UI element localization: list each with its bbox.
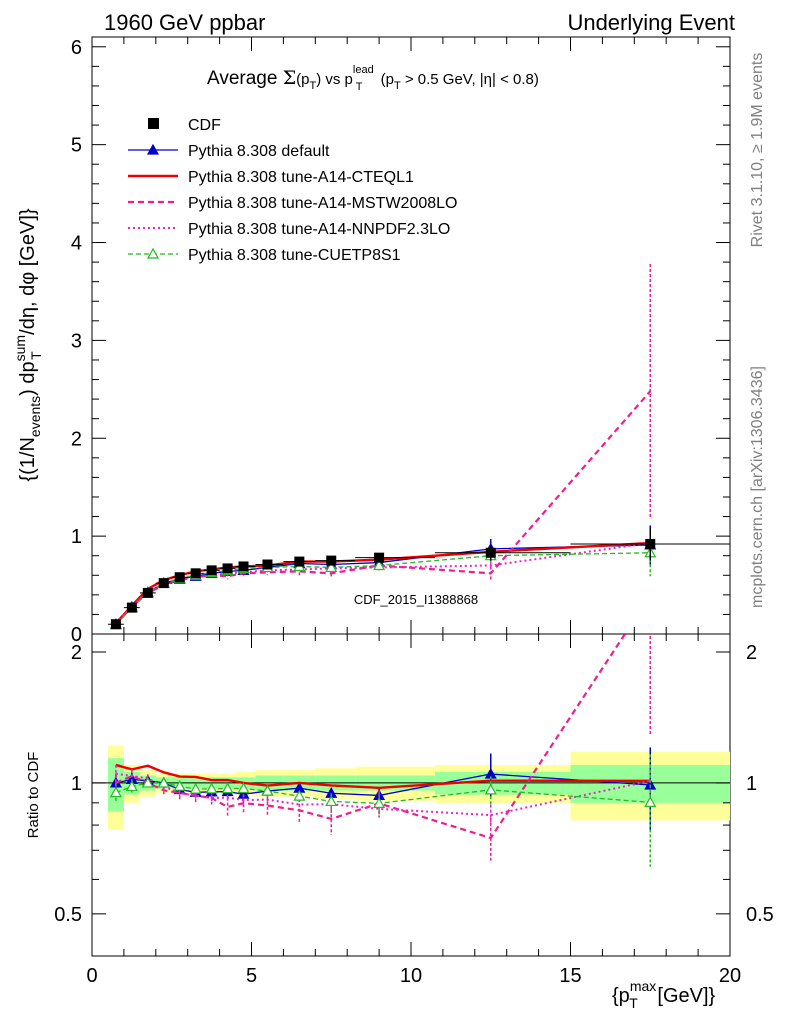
- series-4-ratio-point: [644, 796, 657, 807]
- ratio-tick-label: 1: [71, 773, 82, 795]
- series-4-point: [325, 561, 338, 573]
- rivet-version-label: Rivet 3.1.10, ≥ 1.9M events: [749, 53, 766, 248]
- cdf-point: [222, 563, 233, 574]
- legend-marker: [148, 118, 159, 129]
- cdf-point: [190, 568, 201, 579]
- series-2-line: [115, 390, 652, 625]
- y-tick-label: 1: [71, 526, 82, 548]
- series-4-ratio-point: [261, 784, 274, 796]
- cdf-point: [206, 565, 217, 576]
- ratio-tick-label: 2: [71, 642, 82, 664]
- y-tick-label: 0: [71, 624, 82, 646]
- ratio-tick-label-right: 1: [746, 773, 757, 795]
- legend-item: Pythia 8.308 tune-A14-MSTW2008LO: [128, 195, 457, 212]
- y-tick-label: 6: [71, 37, 82, 59]
- cdf-point: [158, 578, 169, 589]
- cdf-point: [645, 538, 656, 549]
- axis-ticks: 0 5 10 15 20 0 1 2 3 4 5 6 0.5 0.5 1 1 2 2: [54, 37, 774, 987]
- cdf-point: [126, 602, 137, 613]
- legend-item: Pythia 8.308 tune-A14-NNPDF2.3LO: [128, 221, 450, 238]
- y-axis-label: {(1/Nevents) dpsumT /dη, dφ [GeV]}: [12, 208, 44, 481]
- y-tick-label: 4: [71, 233, 82, 255]
- legend-item: Pythia 8.308 tune-CUETP8S1: [128, 247, 401, 264]
- ratio-tick-label-right: 2: [746, 642, 757, 664]
- series-4-ratio-point: [484, 783, 497, 795]
- series-4-ratio-point: [237, 782, 250, 794]
- legend: CDF Pythia 8.308 default Pythia 8.308 tune…: [128, 117, 457, 264]
- legend-item: CDF: [148, 117, 221, 134]
- series-4-ratio-point: [189, 782, 202, 794]
- legend-label: CDF: [188, 117, 221, 134]
- ratio-tick-label: 0.5: [54, 904, 82, 926]
- series-2-ratio-line: [115, 634, 627, 840]
- series-4-ratio-point: [109, 786, 122, 798]
- legend-item: Pythia 8.308 default: [128, 143, 330, 160]
- header-right: Underlying Event: [567, 10, 735, 35]
- y-tick-label: 2: [71, 428, 82, 450]
- cdf-point: [326, 555, 337, 566]
- legend-item: Pythia 8.308 tune-A14-CTEQL1: [128, 169, 414, 186]
- cdf-data: [107, 527, 730, 630]
- y-tick-label: 3: [71, 330, 82, 352]
- series-4-ratio-point: [125, 780, 138, 792]
- series-4-ratio-point: [173, 779, 186, 791]
- legend-label: Pythia 8.308 tune-A14-NNPDF2.3LO: [188, 221, 450, 238]
- legend-label: Pythia 8.308 tune-CUETP8S1: [188, 247, 401, 264]
- series-4-ratio-point: [157, 776, 170, 788]
- series-1-ratio-line: [115, 763, 651, 790]
- series-4-ratio-point: [293, 789, 306, 801]
- header-left: 1960 GeV ppbar: [104, 10, 265, 35]
- cdf-point: [110, 619, 121, 630]
- series-4-ratio-point: [325, 795, 338, 807]
- chart-title: Average Σ(pT) vs plead T (pT > 0.5 GeV, |…: [207, 64, 539, 93]
- series-4-ratio-point: [141, 776, 154, 788]
- legend-label: Pythia 8.308 tune-A14-CTEQL1: [188, 169, 414, 186]
- y-tick-label: 5: [71, 135, 82, 157]
- legend-label: Pythia 8.308 default: [188, 143, 330, 160]
- analysis-watermark: CDF_2015_I1388868: [354, 592, 478, 607]
- cdf-point: [262, 559, 273, 570]
- x-tick-label: 15: [559, 965, 581, 987]
- mcplots-label: mcplots.cern.ch [arXiv:1306.3436]: [749, 366, 766, 608]
- cdf-point: [374, 552, 385, 563]
- series-4-ratio: [109, 754, 657, 867]
- x-tick-label: 0: [86, 965, 97, 987]
- ratio-tick-label-right: 0.5: [746, 904, 774, 926]
- x-tick-label: 10: [400, 965, 422, 987]
- series-4-ratio-point: [205, 782, 218, 794]
- cdf-point: [238, 561, 249, 572]
- legend-label: Pythia 8.308 tune-A14-MSTW2008LO: [188, 195, 457, 212]
- legend-marker: [146, 247, 160, 259]
- series-1-ratio: [115, 763, 651, 790]
- cdf-point: [294, 556, 305, 567]
- series-3-ratio-line: [115, 772, 651, 817]
- cdf-point: [174, 572, 185, 583]
- x-axis-label: {pmax T [GeV]}: [612, 978, 716, 1011]
- series-0-ratio-point: [237, 787, 250, 799]
- series-4-ratio-point: [221, 782, 234, 794]
- x-tick-label: 20: [719, 965, 741, 987]
- ratio-y-axis-label: Ratio to CDF: [25, 752, 42, 839]
- cdf-point: [142, 587, 153, 598]
- legend-marker: [146, 143, 160, 155]
- cdf-point: [485, 547, 496, 558]
- series-4-point: [373, 559, 386, 571]
- series-4-ratio-point: [373, 797, 386, 808]
- series-layer: [107, 264, 730, 867]
- x-tick-label: 5: [246, 965, 257, 987]
